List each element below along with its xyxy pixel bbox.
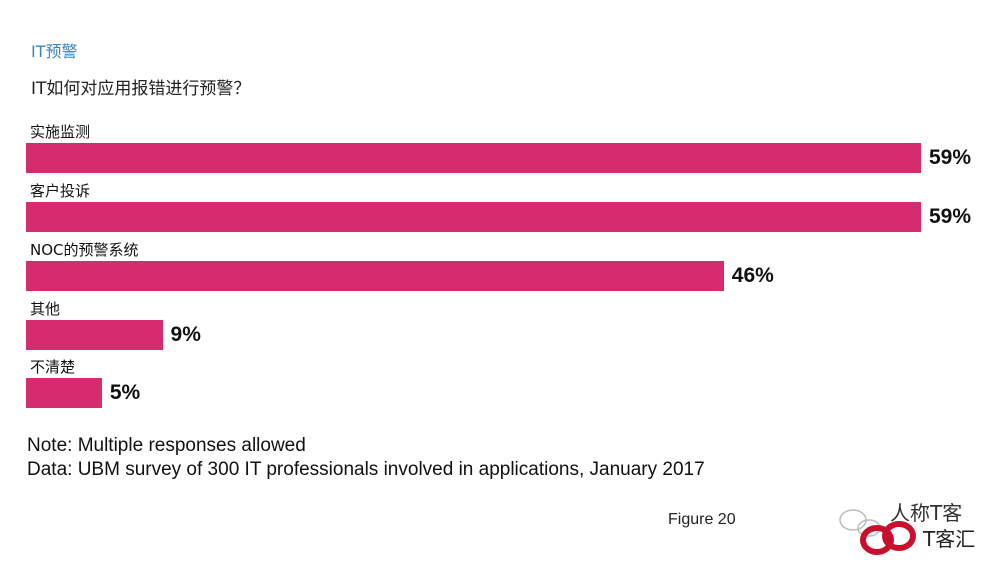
wechat-icon — [839, 509, 881, 537]
data-source-text: Data: UBM survey of 300 IT professionals… — [27, 459, 705, 480]
bar — [26, 320, 163, 350]
category-label: 实施监测 — [30, 123, 91, 141]
value-label: 59% — [929, 146, 972, 169]
bar — [26, 143, 921, 173]
bar — [26, 261, 724, 291]
watermark-line1: 人称T客 — [890, 501, 962, 525]
watermark-logo: 人称T客 T客汇 — [839, 501, 975, 555]
chart-title: IT如何对应用报错进行预警？ — [31, 79, 251, 99]
category-label: 其他 — [30, 300, 61, 318]
value-label: 46% — [731, 264, 774, 287]
bar — [26, 378, 102, 408]
value-label: 9% — [170, 323, 201, 346]
category-label: 客户投诉 — [30, 182, 91, 200]
category-label: NOC的预警系统 — [30, 241, 139, 259]
red-swirl-icon — [860, 521, 916, 555]
category-label: 不清楚 — [30, 358, 76, 376]
section-title: IT预警 — [31, 42, 78, 61]
bar — [26, 202, 921, 232]
note-text: Note: Multiple responses allowed — [27, 435, 306, 456]
value-label: 59% — [929, 205, 972, 228]
value-label: 5% — [109, 381, 141, 404]
figure-label: Figure 20 — [668, 511, 736, 528]
watermark-line2: T客汇 — [922, 527, 975, 551]
